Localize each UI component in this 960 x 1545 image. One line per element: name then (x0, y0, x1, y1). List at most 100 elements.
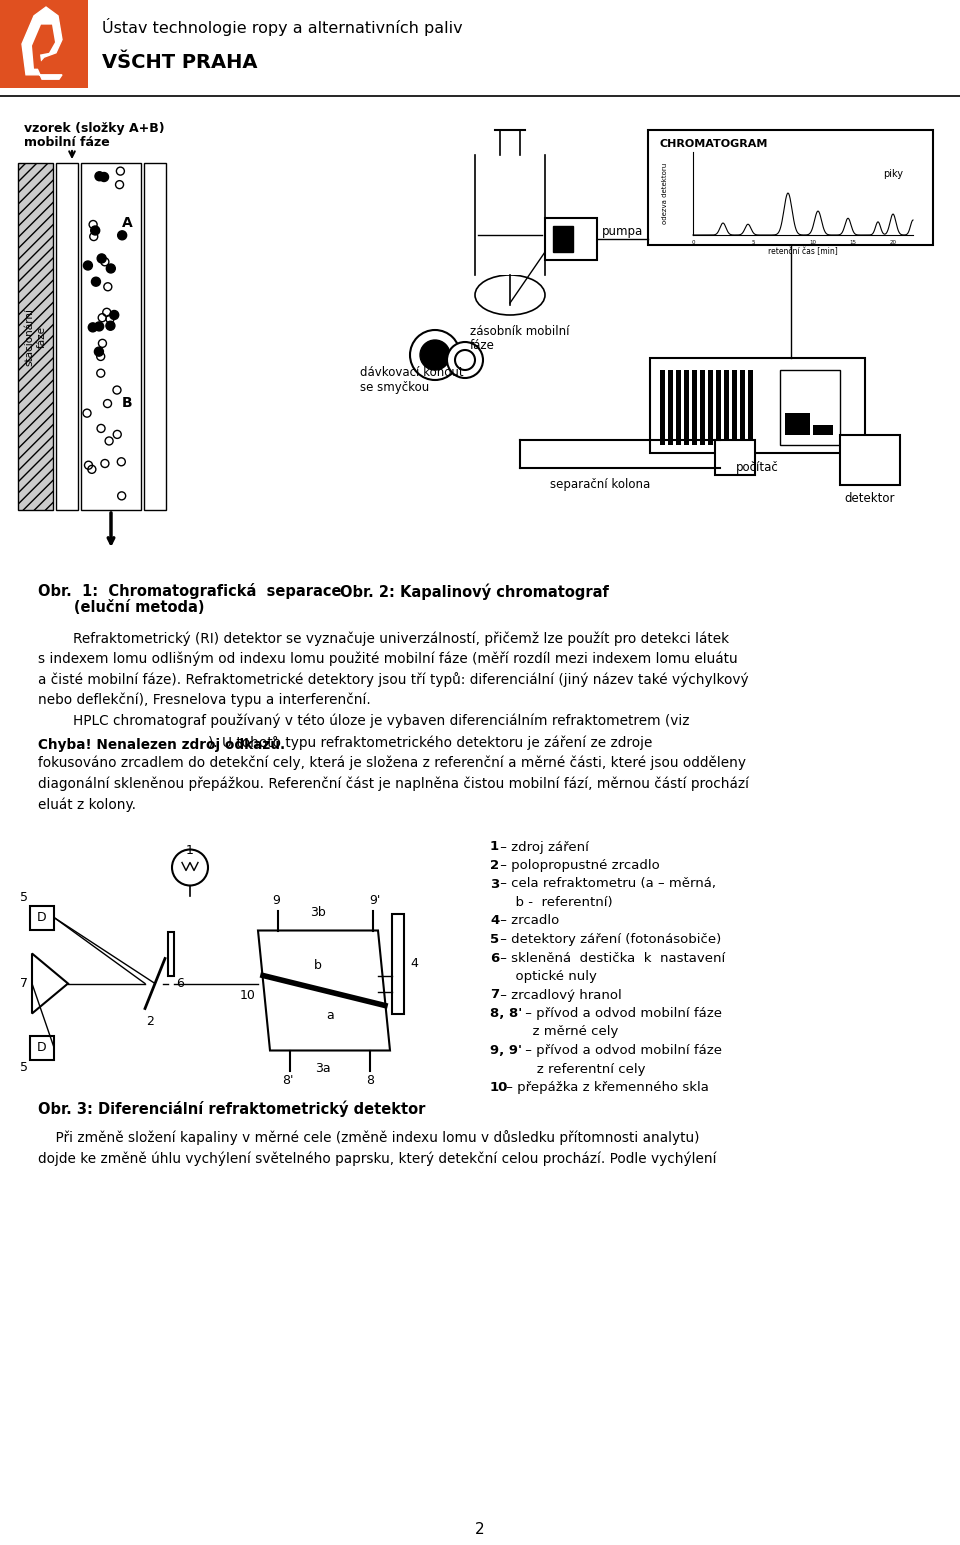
Bar (684, 369, 689, 445)
Text: odezva detektoru: odezva detektoru (662, 162, 668, 224)
Circle shape (420, 340, 450, 369)
Text: 4: 4 (490, 915, 499, 927)
Text: 1: 1 (490, 840, 499, 853)
Text: Ústav technologie ropy a alternativních paliv: Ústav technologie ropy a alternativních … (102, 19, 463, 36)
Text: 10: 10 (809, 239, 817, 246)
Text: 20: 20 (890, 239, 897, 246)
Text: VŠCHT PRAHA: VŠCHT PRAHA (102, 54, 257, 73)
Text: diagonální skleněnou přepážkou. Referenční část je naplněna čistou mobilní fází,: diagonální skleněnou přepážkou. Referenč… (38, 777, 749, 791)
Circle shape (106, 321, 115, 331)
Text: a: a (326, 1009, 334, 1021)
Circle shape (118, 230, 127, 239)
Bar (748, 369, 753, 445)
Text: 2: 2 (475, 1522, 485, 1537)
Text: 9': 9' (370, 895, 381, 907)
Bar (700, 369, 705, 445)
Bar (30, 905, 54, 930)
Bar (780, 369, 840, 445)
Text: – zrcadlo: – zrcadlo (496, 915, 560, 927)
Bar (813, 425, 833, 436)
Text: zásobník mobilní: zásobník mobilní (470, 324, 569, 338)
Bar (545, 218, 597, 260)
Bar (475, 154, 545, 275)
Text: fokusováno zrcadlem do detekční cely, která je složena z referenční a měrné část: fokusováno zrcadlem do detekční cely, kt… (38, 756, 746, 771)
Text: 2: 2 (146, 1015, 154, 1027)
Text: – skleněná  destička  k  nastavení: – skleněná destička k nastavení (496, 952, 726, 964)
Bar (676, 369, 681, 445)
Text: eluát z kolony.: eluát z kolony. (38, 797, 136, 811)
Text: se smyčkou: se smyčkou (360, 382, 429, 394)
Circle shape (100, 173, 108, 181)
Bar (18, 164, 53, 510)
Bar (144, 164, 166, 510)
Text: pumpa: pumpa (602, 224, 643, 238)
Text: Při změně složení kapaliny v měrné cele (změně indexu lomu v důsledku přítomnost: Při změně složení kapaliny v měrné cele … (38, 1131, 700, 1145)
Circle shape (90, 226, 100, 235)
Text: detektor: detektor (845, 493, 896, 505)
Text: 15: 15 (850, 239, 856, 246)
Text: CHROMATOGRAM: CHROMATOGRAM (660, 139, 768, 148)
Text: ). U tohoto typu refraktometrického detektoru je záření ze zdroje: ). U tohoto typu refraktometrického dete… (207, 735, 652, 749)
Text: 8, 8': 8, 8' (490, 1007, 522, 1020)
Text: retenční čas [min]: retenční čas [min] (768, 247, 838, 256)
Text: b: b (314, 959, 322, 972)
Bar (716, 369, 721, 445)
Text: piky: piky (883, 168, 903, 179)
Text: vzorek (složky A+B): vzorek (složky A+B) (24, 122, 164, 134)
Circle shape (410, 331, 460, 380)
Circle shape (172, 850, 208, 885)
Text: dojde ke změně úhlu vychýlení světelného paprsku, který detekční celou prochází.: dojde ke změně úhlu vychýlení světelného… (38, 1151, 716, 1165)
Text: 6: 6 (176, 976, 184, 990)
Text: – přívod a odvod mobilní fáze: – přívod a odvod mobilní fáze (521, 1044, 722, 1057)
Circle shape (447, 341, 483, 379)
Text: Obr. 3: Diferenciální refraktometrický detektor: Obr. 3: Diferenciální refraktometrický d… (38, 1100, 425, 1117)
Text: 6: 6 (490, 952, 499, 964)
Text: 5: 5 (490, 933, 499, 946)
Circle shape (109, 311, 119, 320)
Text: a čisté mobilní fáze). Refraktometrické detektory jsou tří typů: diferenciální (: a čisté mobilní fáze). Refraktometrické … (38, 672, 749, 688)
Text: mobilní fáze: mobilní fáze (24, 136, 109, 148)
Text: 9: 9 (272, 895, 280, 907)
Bar (88, 0, 960, 88)
Circle shape (94, 348, 104, 357)
Text: D: D (37, 1041, 47, 1054)
Bar (81, 164, 141, 510)
Text: fáze: fáze (470, 338, 494, 352)
Circle shape (91, 277, 101, 286)
Bar (0, 0, 88, 88)
Text: B: B (122, 396, 132, 409)
Text: optické nuly: optické nuly (490, 970, 597, 983)
Text: Obr.  1:  Chromatografická  separace: Obr. 1: Chromatografická separace (38, 582, 342, 599)
Text: 0: 0 (691, 239, 695, 246)
Text: Chyba! Nenalezen zdroj odkazů.: Chyba! Nenalezen zdroj odkazů. (38, 735, 285, 751)
Text: – zrcadlový hranol: – zrcadlový hranol (496, 989, 622, 1001)
Text: (eluční metoda): (eluční metoda) (38, 599, 204, 615)
Circle shape (95, 171, 104, 181)
Text: počítač: počítač (736, 460, 779, 473)
Text: – detektory záření (fotonásobiče): – detektory záření (fotonásobiče) (496, 933, 722, 946)
Text: 8: 8 (366, 1074, 374, 1086)
Text: – zdroj záření: – zdroj záření (496, 840, 589, 853)
Text: 7: 7 (20, 976, 28, 990)
Polygon shape (22, 8, 62, 79)
Text: 1: 1 (186, 844, 194, 856)
Text: 2: 2 (490, 859, 499, 871)
Bar (500, 105, 520, 130)
Bar (840, 436, 900, 485)
Bar (740, 369, 745, 445)
Bar (56, 164, 78, 510)
Text: 9, 9': 9, 9' (490, 1044, 522, 1057)
Bar (553, 226, 573, 252)
Text: separační kolona: separační kolona (550, 477, 650, 491)
Text: 10: 10 (240, 989, 256, 1003)
Text: – polopropustné zrcadlo: – polopropustné zrcadlo (496, 859, 660, 871)
Text: – přepážka z křemenného skla: – přepážka z křemenného skla (502, 1082, 709, 1094)
Bar (648, 130, 933, 246)
Circle shape (84, 261, 92, 270)
Text: 5: 5 (752, 239, 755, 246)
Text: z měrné cely: z měrné cely (490, 1026, 618, 1038)
Bar (708, 369, 713, 445)
Bar (732, 369, 737, 445)
Text: 5: 5 (20, 1061, 28, 1074)
Polygon shape (32, 953, 68, 1014)
